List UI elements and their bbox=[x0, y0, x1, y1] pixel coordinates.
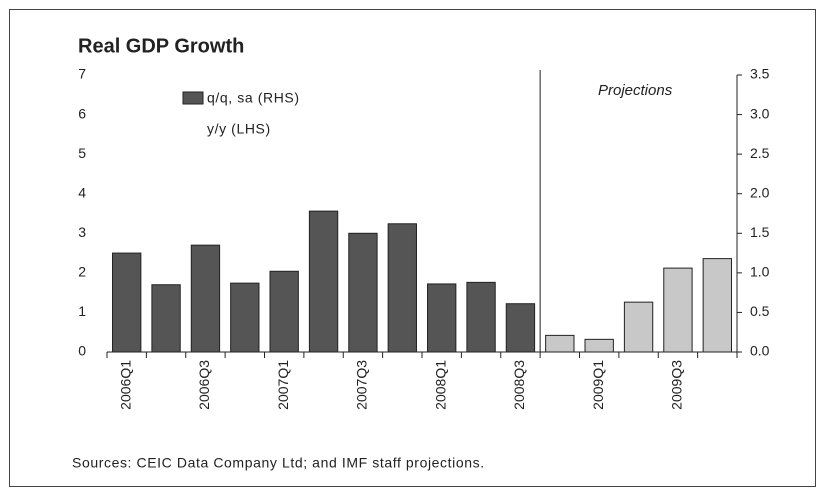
annotation: Projections bbox=[598, 82, 673, 99]
y-tick-label: 3 bbox=[78, 224, 86, 240]
bar bbox=[427, 283, 457, 353]
frame bbox=[9, 9, 816, 487]
chart-title: Real GDP Growth bbox=[78, 35, 244, 57]
bar bbox=[466, 281, 496, 353]
y-tick-label: 0 bbox=[78, 343, 86, 359]
x-tick-label: 2006Q3 bbox=[196, 360, 212, 410]
y2-tick-label: 1.5 bbox=[750, 224, 770, 240]
x-tick-label: 2008Q1 bbox=[432, 360, 448, 410]
bar bbox=[623, 301, 654, 353]
y2-tick-label: 2.5 bbox=[750, 145, 770, 161]
x-tick-label: 2007Q3 bbox=[354, 360, 370, 410]
y-tick-label: 5 bbox=[78, 145, 86, 161]
bar bbox=[190, 244, 221, 353]
legend-label: y/y (LHS) bbox=[207, 121, 271, 137]
bar bbox=[505, 303, 536, 353]
y2-tick-label: 0.0 bbox=[750, 343, 770, 359]
x-tick-label: 2009Q3 bbox=[669, 360, 685, 410]
x-tick-label: 2008Q3 bbox=[511, 360, 527, 410]
bar bbox=[230, 282, 260, 353]
bar bbox=[348, 232, 378, 353]
legend-label: q/q, sa (RHS) bbox=[207, 90, 300, 106]
y-tick-label: 4 bbox=[78, 184, 86, 200]
bar bbox=[663, 267, 693, 353]
y2-tick-label: 3.5 bbox=[750, 66, 770, 82]
bar bbox=[387, 223, 417, 353]
y-tick-label: 7 bbox=[78, 66, 86, 82]
y2-tick-label: 0.5 bbox=[750, 303, 770, 319]
bar bbox=[151, 284, 181, 353]
y2-tick-label: 1.0 bbox=[750, 264, 770, 280]
legend-swatch bbox=[182, 91, 204, 105]
bar bbox=[545, 334, 575, 353]
y-tick-label: 2 bbox=[78, 264, 86, 280]
bar bbox=[584, 338, 614, 353]
y-tick-label: 6 bbox=[78, 105, 86, 121]
bar bbox=[112, 252, 142, 353]
bar bbox=[269, 270, 299, 353]
y-tick-label: 1 bbox=[78, 303, 86, 319]
bar bbox=[702, 258, 732, 353]
bar bbox=[308, 210, 339, 353]
source: Sources: CEIC Data Company Ltd; and IMF … bbox=[72, 455, 485, 471]
x-tick-label: 2009Q1 bbox=[590, 360, 606, 410]
x-tick-label: 2007Q1 bbox=[275, 360, 291, 410]
y2-tick-label: 3.0 bbox=[750, 105, 770, 121]
x-tick-label: 2006Q1 bbox=[117, 360, 133, 410]
y2-tick-label: 2.0 bbox=[750, 184, 770, 200]
